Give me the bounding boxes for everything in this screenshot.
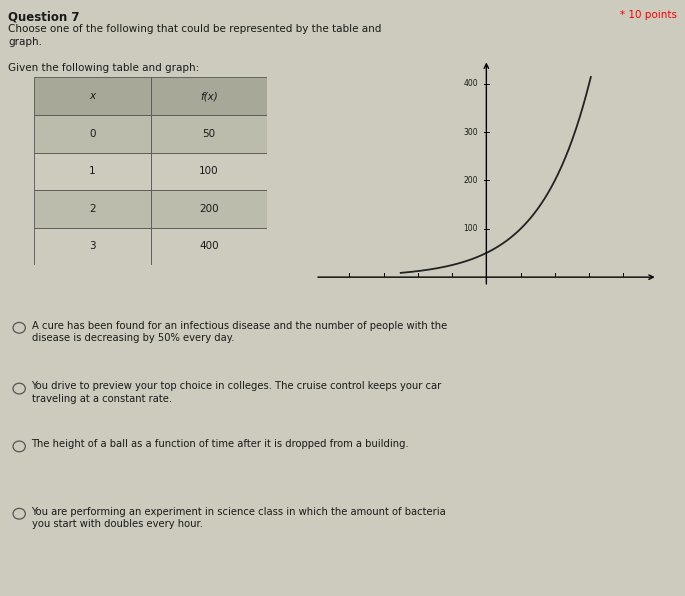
Bar [34, 77, 151, 115]
Bar [34, 115, 151, 153]
Text: 400: 400 [463, 79, 478, 88]
Text: * 10 points: * 10 points [620, 10, 677, 20]
Text: 100: 100 [199, 166, 219, 176]
Text: Given the following table and graph:: Given the following table and graph: [8, 63, 199, 73]
Bar [151, 228, 267, 265]
Text: Question 7: Question 7 [8, 10, 79, 23]
Bar [151, 153, 267, 190]
Text: A cure has been found for an infectious disease and the number of people with th: A cure has been found for an infectious … [32, 321, 447, 343]
Text: 50: 50 [202, 129, 216, 139]
Text: 400: 400 [199, 241, 219, 252]
Bar [151, 190, 267, 228]
Text: 300: 300 [463, 128, 478, 136]
Bar [151, 115, 267, 153]
Bar [34, 190, 151, 228]
Bar [151, 77, 267, 115]
Text: You drive to preview your top choice in colleges. The cruise control keeps your : You drive to preview your top choice in … [32, 381, 442, 404]
Text: 100: 100 [463, 224, 478, 233]
Bar [34, 228, 151, 265]
Bar [34, 153, 151, 190]
Text: 0: 0 [89, 129, 96, 139]
Text: The height of a ball as a function of time after it is dropped from a building.: The height of a ball as a function of ti… [32, 439, 409, 449]
Text: 200: 200 [463, 176, 478, 185]
Text: 3: 3 [89, 241, 96, 252]
Text: You are performing an experiment in science class in which the amount of bacteri: You are performing an experiment in scie… [32, 507, 446, 529]
Text: 1: 1 [89, 166, 96, 176]
Text: Choose one of the following that could be represented by the table and
graph.: Choose one of the following that could b… [8, 24, 382, 47]
Text: x: x [90, 91, 95, 101]
Text: 200: 200 [199, 204, 219, 214]
Text: 2: 2 [89, 204, 96, 214]
Text: f(x): f(x) [200, 91, 218, 101]
